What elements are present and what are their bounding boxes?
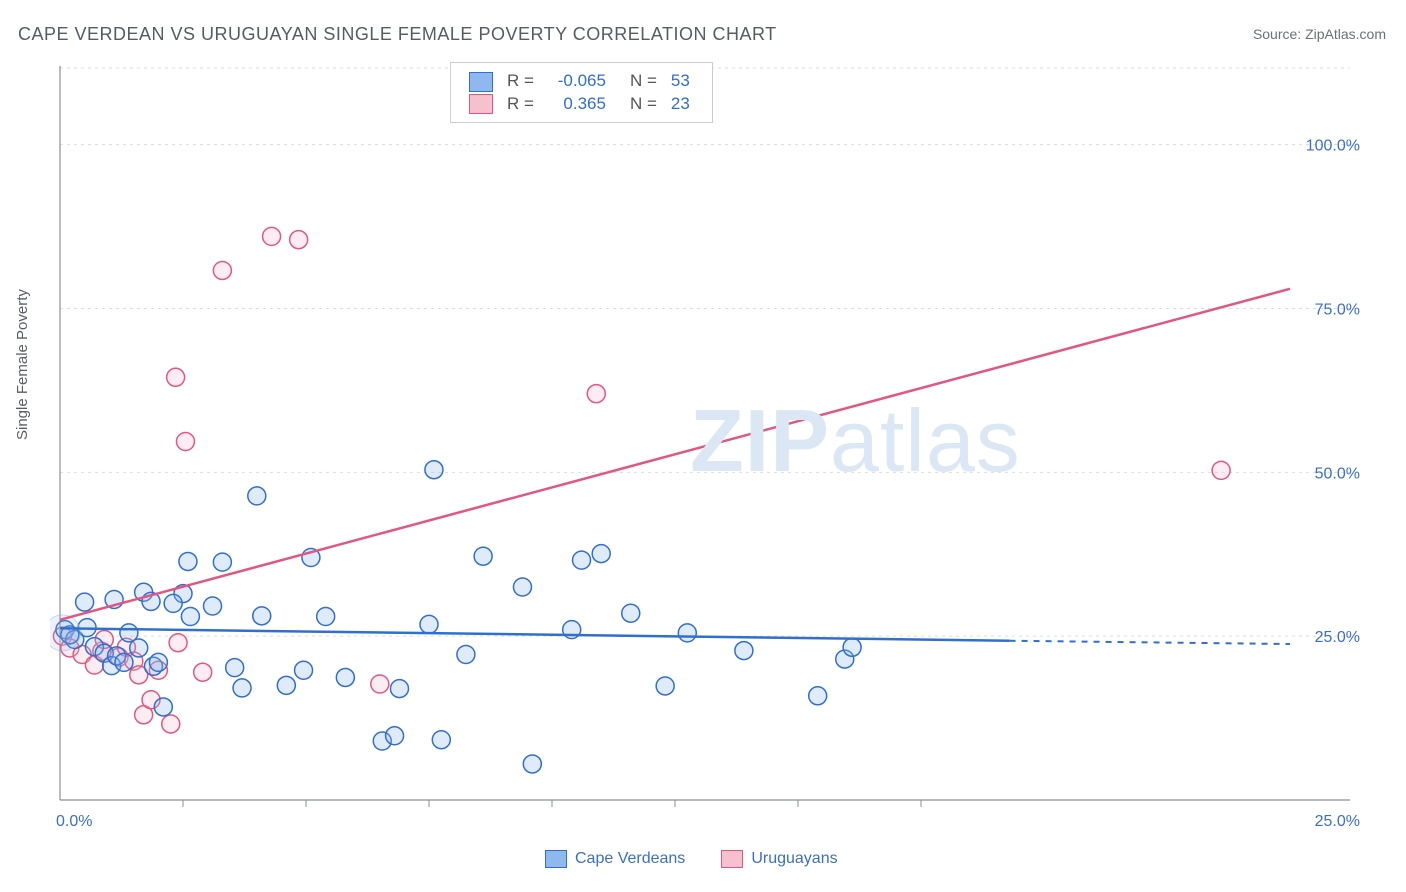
- svg-text:50.0%: 50.0%: [1315, 465, 1360, 482]
- svg-text:25.0%: 25.0%: [1315, 629, 1360, 646]
- legend-r-label: R =: [501, 94, 540, 115]
- legend-swatch: [469, 94, 493, 114]
- legend-n-value: 23: [665, 94, 696, 115]
- legend-n-label: N =: [614, 94, 663, 115]
- legend-r-label: R =: [501, 71, 540, 92]
- series-label: Cape Verdeans: [575, 850, 685, 867]
- svg-text:25.0%: 25.0%: [1315, 813, 1360, 830]
- legend-n-label: N =: [614, 71, 663, 92]
- svg-text:100.0%: 100.0%: [1306, 138, 1360, 155]
- legend-n-value: 53: [665, 71, 696, 92]
- legend-swatch: [721, 850, 743, 868]
- series-label: Uruguayans: [751, 850, 837, 867]
- plot-area: ZIPatlas 25.0%50.0%75.0%100.0%0.0%25.0%: [50, 60, 1370, 840]
- chart-title: CAPE VERDEAN VS URUGUAYAN SINGLE FEMALE …: [18, 24, 777, 45]
- scatter-chart: 25.0% 50.0% 75.0% 100.0% 0.0% 25.0%: [50, 60, 1370, 840]
- legend-r-value: -0.065: [542, 71, 612, 92]
- series-legend-item: Uruguayans: [721, 850, 837, 867]
- svg-text:75.0%: 75.0%: [1315, 301, 1360, 318]
- legend-r-value: 0.365: [542, 94, 612, 115]
- series-legend-item: Cape Verdeans: [545, 850, 685, 867]
- source-label: Source: ZipAtlas.com: [1253, 26, 1386, 42]
- series-legend: Cape Verdeans Uruguayans: [545, 850, 874, 868]
- y-axis-label: Single Female Poverty: [14, 289, 31, 440]
- correlation-legend: R =-0.065N =53 R =0.365N =23: [450, 62, 713, 123]
- svg-text:0.0%: 0.0%: [56, 813, 92, 830]
- legend-swatch: [469, 72, 493, 92]
- legend-swatch: [545, 850, 567, 868]
